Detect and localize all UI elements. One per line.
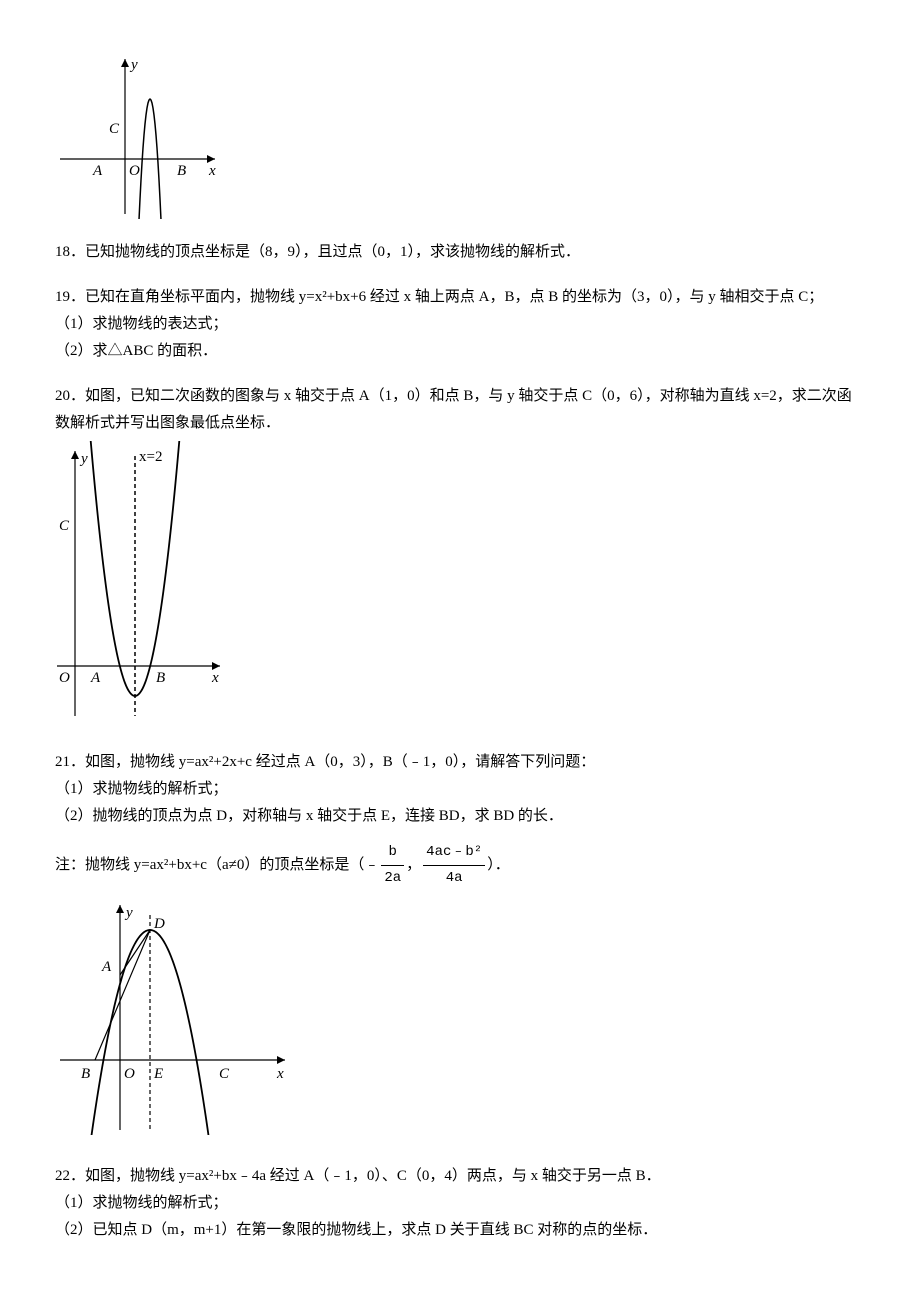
svg-text:C: C: [219, 1066, 230, 1082]
svg-text:B: B: [177, 163, 186, 179]
problem-21-line1: 21．如图，抛物线 y=ax²+2x+c 经过点 A（0，3），B（﹣1，0），…: [55, 749, 865, 776]
svg-text:x: x: [211, 670, 219, 686]
fraction-1: b2a: [381, 840, 404, 891]
svg-text:C: C: [109, 121, 120, 137]
figure-17: y x O A B C: [55, 54, 865, 229]
svg-text:A: A: [90, 670, 101, 686]
fraction-2: 4ac﹣b²4a: [423, 840, 485, 891]
svg-text:O: O: [124, 1066, 135, 1082]
problem-22-line3: （2）已知点 D（m，m+1）在第一象限的抛物线上，求点 D 关于直线 BC 对…: [55, 1217, 865, 1244]
figure-20: y x O A B Cx=2: [55, 441, 865, 731]
fig21-svg: y x O A B C D E: [55, 895, 295, 1135]
svg-text:x: x: [208, 163, 216, 179]
svg-text:E: E: [153, 1066, 163, 1082]
svg-text:y: y: [129, 57, 138, 73]
problem-22-line1: 22．如图，抛物线 y=ax²+bx﹣4a 经过 A（﹣1，0）、C（0，4）两…: [55, 1163, 865, 1190]
problem-21: 21．如图，抛物线 y=ax²+2x+c 经过点 A（0，3），B（﹣1，0），…: [55, 749, 865, 1145]
svg-text:O: O: [59, 670, 70, 686]
svg-text:y: y: [79, 451, 88, 467]
svg-text:A: A: [101, 959, 112, 975]
svg-text:B: B: [156, 670, 165, 686]
note-post: ）．: [487, 857, 510, 873]
svg-text:C: C: [59, 518, 70, 534]
svg-text:x=2: x=2: [139, 449, 162, 465]
problem-22-line2: （1）求抛物线的解析式；: [55, 1190, 865, 1217]
problem-20: 20．如图，已知二次函数的图象与 x 轴交于点 A（1，0）和点 B，与 y 轴…: [55, 383, 865, 731]
problem-18: 18．已知抛物线的顶点坐标是（8，9），且过点（0，1），求该抛物线的解析式．: [55, 239, 865, 266]
svg-text:O: O: [129, 163, 140, 179]
fig17-svg: y x O A B C: [55, 54, 220, 219]
svg-text:y: y: [124, 905, 133, 921]
figure-21: y x O A B C D E: [55, 895, 865, 1145]
svg-text:B: B: [81, 1066, 90, 1082]
problem-19-line3: （2）求△ABC 的面积．: [55, 338, 865, 365]
problem-21-line3: （2）抛物线的顶点为点 D，对称轴与 x 轴交于点 E，连接 BD，求 BD 的…: [55, 803, 865, 830]
problem-19-line1: 19．已知在直角坐标平面内，抛物线 y=x²+bx+6 经过 x 轴上两点 A，…: [55, 284, 865, 311]
problem-21-note: 注：抛物线 y=ax²+bx+c（a≠0）的顶点坐标是（﹣b2a，4ac﹣b²4…: [55, 840, 865, 891]
problem-19-line2: （1）求抛物线的表达式；: [55, 311, 865, 338]
problem-21-line2: （1）求抛物线的解析式；: [55, 776, 865, 803]
svg-text:x: x: [276, 1066, 284, 1082]
svg-text:D: D: [153, 916, 165, 932]
problem-18-text: 18．已知抛物线的顶点坐标是（8，9），且过点（0，1），求该抛物线的解析式．: [55, 244, 580, 260]
note-pre: 注：抛物线 y=ax²+bx+c（a≠0）的顶点坐标是（﹣: [55, 857, 379, 873]
problem-19: 19．已知在直角坐标平面内，抛物线 y=x²+bx+6 经过 x 轴上两点 A，…: [55, 284, 865, 365]
problem-22: 22．如图，抛物线 y=ax²+bx﹣4a 经过 A（﹣1，0）、C（0，4）两…: [55, 1163, 865, 1244]
svg-text:A: A: [92, 163, 103, 179]
fig20-svg: y x O A B Cx=2: [55, 441, 225, 721]
note-mid: ，: [406, 857, 421, 873]
problem-20-line1: 20．如图，已知二次函数的图象与 x 轴交于点 A（1，0）和点 B，与 y 轴…: [55, 383, 865, 437]
